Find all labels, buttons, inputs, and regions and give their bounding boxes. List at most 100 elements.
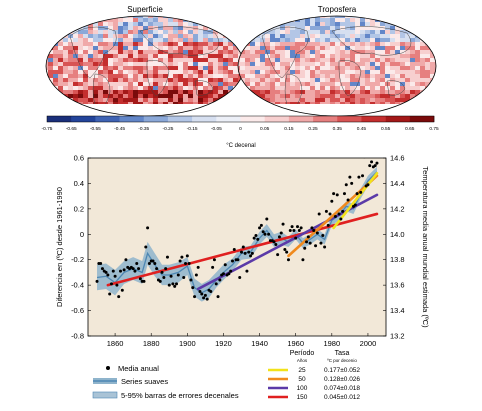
troposphere-map-cell	[305, 70, 311, 75]
surface-map-cell	[218, 34, 224, 39]
surface-map-cell	[73, 106, 79, 111]
troposphere-map-cell	[390, 42, 396, 47]
surface-map-cell	[78, 74, 84, 79]
troposphere-map-cell	[315, 50, 321, 55]
surface-map-cell	[223, 98, 229, 103]
troposphere-map-cell	[430, 58, 436, 63]
troposphere-map-cell	[315, 90, 321, 95]
surface-map-cell	[138, 16, 144, 19]
surface-map-cell	[218, 42, 224, 47]
troposphere-map-cell	[365, 22, 371, 27]
surface-map-cell	[93, 42, 99, 47]
troposphere-map-cell	[345, 34, 351, 39]
troposphere-map-cell	[380, 82, 386, 87]
surface-map-cell	[163, 62, 169, 67]
surface-map-cell	[133, 38, 139, 43]
troposphere-map-cell	[385, 38, 391, 43]
annual-point	[200, 292, 204, 296]
annual-point	[373, 164, 377, 168]
surface-map-cell	[148, 70, 154, 75]
troposphere-map-cell	[330, 46, 336, 51]
troposphere-map-cell	[245, 46, 251, 51]
troposphere-map-cell	[300, 82, 306, 87]
troposphere-map-cell	[330, 82, 336, 87]
troposphere-map-cell	[255, 82, 261, 87]
troposphere-map-cell	[260, 102, 266, 107]
surface-map-cell	[198, 74, 204, 79]
surface-map-cell	[143, 90, 149, 95]
surface-map-cell	[223, 66, 229, 71]
troposphere-map-cell	[340, 98, 346, 103]
surface-map-cell	[173, 86, 179, 91]
surface-map-cell	[103, 90, 109, 95]
troposphere-map-cell	[420, 102, 426, 107]
troposphere-map-cell	[395, 16, 401, 19]
surface-map-cell	[73, 78, 79, 83]
surface-map-cell	[143, 30, 149, 35]
surface-map-cell	[168, 70, 174, 75]
troposphere-map-cell	[265, 38, 271, 43]
surface-map-cell	[128, 42, 134, 47]
troposphere-map-cell	[405, 86, 411, 91]
troposphere-map-cell	[240, 90, 246, 95]
surface-map-cell	[113, 78, 119, 83]
surface-map-cell	[93, 82, 99, 87]
surface-map-cell	[188, 26, 194, 31]
surface-map-cell	[98, 90, 104, 95]
troposphere-map-cell	[360, 70, 366, 75]
surface-map-cell	[233, 18, 239, 23]
troposphere-map-cell	[240, 18, 246, 23]
surface-map-cell	[193, 22, 199, 27]
troposphere-map-cell	[280, 110, 286, 115]
surface-map-cell	[83, 18, 89, 23]
annual-point	[353, 203, 357, 207]
troposphere-map-cell	[325, 58, 331, 63]
troposphere-map-cell	[395, 58, 401, 63]
surface-map-cell	[88, 46, 94, 51]
annual-point	[252, 236, 256, 240]
surface-map-cell	[228, 66, 234, 71]
troposphere-map-cell	[275, 50, 281, 55]
troposphere-map-cell	[390, 16, 396, 19]
troposphere-map-cell	[410, 22, 416, 27]
troposphere-map-cell	[300, 54, 306, 59]
troposphere-map-cell	[238, 66, 241, 71]
surface-map-cell	[173, 66, 179, 71]
surface-map-cell	[88, 38, 94, 43]
y-right-tick-label: 13.6	[390, 281, 405, 290]
troposphere-map-cell	[350, 98, 356, 103]
surface-map-cell	[183, 38, 189, 43]
troposphere-map-cell	[360, 30, 366, 35]
legend-label-band: 5-95% barras de errores decenales	[121, 391, 239, 400]
troposphere-map-cell	[425, 70, 431, 75]
troposphere-map-cell	[315, 34, 321, 39]
surface-map-cell	[88, 30, 94, 35]
troposphere-map-cell	[255, 46, 261, 51]
surface-map-cell	[233, 78, 239, 83]
surface-map-cell	[163, 98, 169, 103]
surface-map-cell	[233, 46, 239, 51]
troposphere-map-cell	[375, 54, 381, 59]
y-right-tick-label: 13.4	[390, 306, 405, 315]
troposphere-map-cell	[245, 62, 251, 67]
surface-map-cell	[238, 98, 244, 103]
surface-map-cell	[163, 78, 169, 83]
surface-map-cell	[173, 70, 179, 75]
troposphere-map-cell	[350, 26, 356, 31]
annual-point	[337, 212, 341, 216]
troposphere-map-cell	[390, 38, 396, 43]
troposphere-map-cell	[355, 54, 361, 59]
annual-point	[330, 199, 334, 203]
troposphere-map-cell	[320, 98, 326, 103]
surface-map-cell	[168, 54, 174, 59]
legend-trend-period: 100	[297, 385, 308, 392]
surface-map-cell	[138, 62, 144, 67]
surface-map-cell	[203, 16, 209, 19]
surface-map-cell	[123, 86, 129, 91]
surface-map-cell	[188, 86, 194, 91]
surface-map-cell	[218, 54, 224, 59]
surface-map-cell	[148, 38, 154, 43]
troposphere-map-cell	[390, 66, 396, 71]
y-left-tick-label: 0.4	[74, 179, 84, 188]
troposphere-map-cell	[425, 110, 431, 115]
